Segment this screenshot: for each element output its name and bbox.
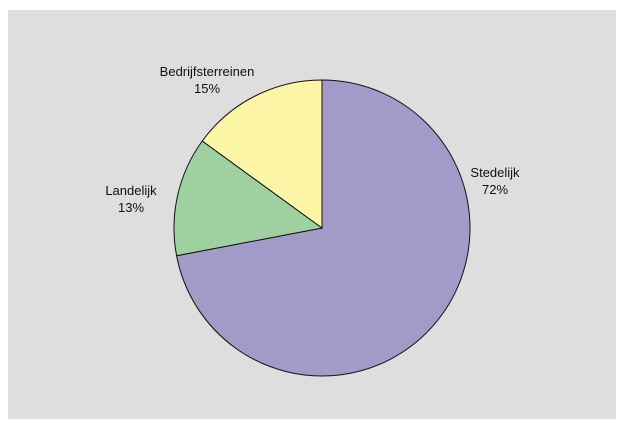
pie-slice-bedrijfsterreinen xyxy=(201,79,323,229)
label-landelijk-pct: 13% xyxy=(118,200,144,215)
label-bedrijfsterreinen-name: Bedrijfsterreinen xyxy=(160,64,255,79)
label-bedrijfsterreinen-pct: 15% xyxy=(194,81,220,96)
label-landelijk-name: Landelijk xyxy=(105,183,157,198)
pie-slice-landelijk xyxy=(173,140,324,257)
label-stedelijk-pct: 72% xyxy=(482,182,508,197)
pie-slice-stedelijk xyxy=(176,79,471,377)
label-stedelijk-name: Stedelijk xyxy=(470,165,520,180)
pie-slices xyxy=(173,79,471,377)
pie-labels: Stedelijk 72% Landelijk 13% Bedrijfsterr… xyxy=(105,64,520,215)
